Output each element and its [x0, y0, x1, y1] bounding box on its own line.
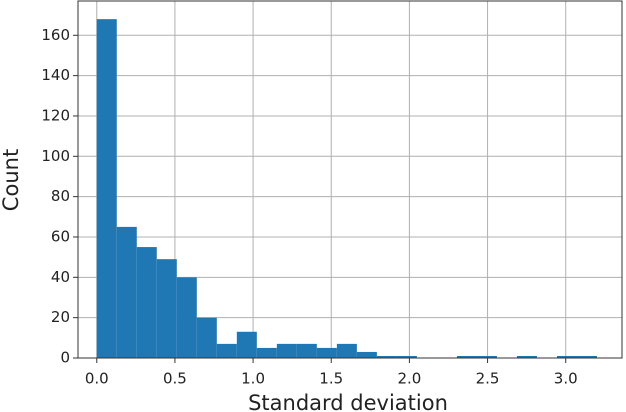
bar [516, 355, 537, 358]
x-axis-title: Standard deviation [248, 391, 448, 412]
bar [396, 355, 417, 358]
bar [116, 226, 137, 358]
bar [276, 343, 297, 358]
bar [576, 355, 597, 358]
bar [336, 343, 357, 358]
bar [256, 347, 277, 358]
bar [316, 347, 337, 358]
plot-frame [77, 0, 623, 359]
x-tick-label: 1.5 [319, 370, 343, 388]
bar [476, 355, 497, 358]
bar [216, 343, 237, 358]
y-axis-title: Count [0, 149, 23, 211]
y-tick-label: 100 [41, 147, 70, 165]
x-tick-label: 2.5 [476, 370, 500, 388]
bar [356, 351, 377, 358]
y-tick-label: 80 [51, 187, 70, 205]
bar [96, 19, 117, 359]
bar [376, 355, 397, 358]
bar [556, 355, 577, 358]
y-tick-label: 20 [51, 308, 70, 326]
bar [156, 259, 177, 358]
y-tick-label: 140 [41, 66, 70, 84]
x-tick-label: 0.5 [163, 370, 187, 388]
y-tick-label: 0 [60, 349, 70, 367]
x-tick-label: 0.0 [85, 370, 109, 388]
bar [196, 317, 217, 358]
y-tick-label: 60 [51, 227, 70, 245]
y-tick-label: 160 [41, 26, 70, 44]
bar [136, 247, 157, 358]
bar [236, 331, 257, 358]
x-tick-label: 3.0 [554, 370, 578, 388]
x-tick-label: 2.0 [397, 370, 421, 388]
bar [296, 343, 317, 358]
bar [456, 355, 477, 358]
y-tick-label: 40 [51, 268, 70, 286]
y-tick-label: 120 [41, 106, 70, 124]
x-tick-label: 1.0 [241, 370, 265, 388]
bar [176, 277, 197, 358]
